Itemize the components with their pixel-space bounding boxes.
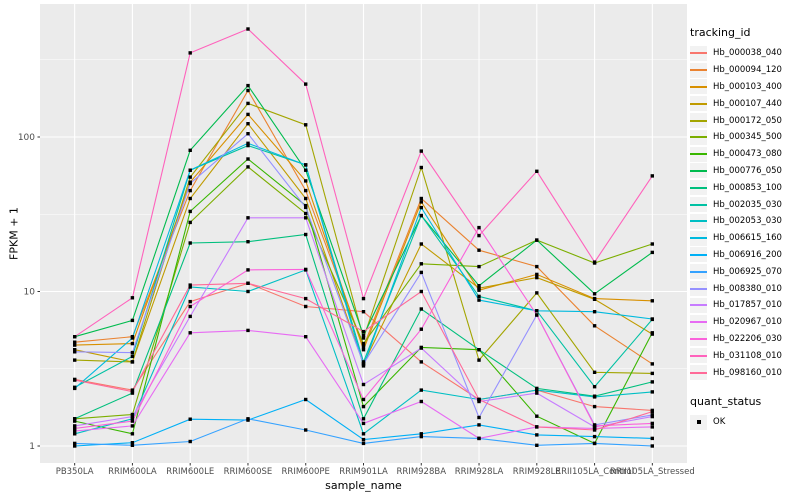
legend-item-quant-OK: OK [690, 414, 798, 431]
data-points [73, 27, 654, 448]
legend-item-Hb_098160_010: Hb_098160_010 [690, 364, 798, 381]
x-axis-tick-labels: PB350LA RRIM600LA RRIM600LE RRIM600SE RRIM60… [56, 467, 695, 477]
legend-key-line-icon [690, 146, 707, 162]
legend-item-Hb_006925_070: Hb_006925_070 [690, 263, 798, 280]
y-tick-label: 100 [18, 133, 35, 143]
legend-item-label: Hb_000103_400 [713, 81, 782, 92]
legend-key-line-icon [690, 297, 707, 313]
legend-item-Hb_008380_010: Hb_008380_010 [690, 280, 798, 297]
legend-shape-items: OK [690, 414, 798, 431]
x-tick-label: RRIM928LE [513, 467, 561, 477]
legend-item-Hb_022206_030: Hb_022206_030 [690, 331, 798, 348]
legend-key-line-icon [690, 62, 707, 78]
legend-item-Hb_000107_440: Hb_000107_440 [690, 95, 798, 112]
legend-item-label: Hb_098160_010 [713, 367, 782, 378]
legend-item-Hb_000094_120: Hb_000094_120 [690, 62, 798, 79]
legend-item-Hb_000853_100: Hb_000853_100 [690, 179, 798, 196]
y-axis-title: FPKM + 1 [7, 207, 21, 260]
legend-item-label: Hb_002035_030 [713, 199, 782, 210]
legend-item-Hb_006916_200: Hb_006916_200 [690, 247, 798, 264]
legend-item-label: Hb_000172_050 [713, 115, 782, 126]
legend: tracking_id Hb_000038_040 Hb_000094_120 Hb… [690, 26, 798, 431]
legend-key-line-icon [690, 365, 707, 381]
legend-key-line-icon [690, 129, 707, 145]
legend-title-tracking-id: tracking_id [690, 26, 751, 39]
x-tick-label: RRIM901LA [339, 467, 388, 477]
legend-item-Hb_000473_080: Hb_000473_080 [690, 146, 798, 163]
legend-key-line-icon [690, 96, 707, 112]
legend-item-label: Hb_000473_080 [713, 149, 782, 160]
x-tick-label: RRIM600SE [224, 467, 273, 477]
legend-item-Hb_000172_050: Hb_000172_050 [690, 112, 798, 129]
legend-key-line-icon [690, 247, 707, 263]
legend-item-label: Hb_020967_010 [713, 317, 782, 328]
x-tick-label: PB350LA [56, 467, 94, 477]
legend-item-label: Hb_002053_030 [713, 216, 782, 227]
legend-key-line-icon [690, 331, 707, 347]
legend-key-line-icon [690, 213, 707, 229]
legend-item-label: Hb_000094_120 [713, 65, 782, 76]
legend-item-Hb_006615_160: Hb_006615_160 [690, 230, 798, 247]
legend-key-line-icon [690, 230, 707, 246]
legend-key-line-icon [690, 180, 707, 196]
legend-item-Hb_000103_400: Hb_000103_400 [690, 79, 798, 96]
x-tick-label: RRII105LA_Control [555, 467, 634, 477]
x-tick-label: RRIM600LA [108, 467, 157, 477]
legend-item-label: Hb_006925_070 [713, 266, 782, 277]
y-tick-label: 1 [29, 442, 35, 452]
legend-item-label: Hb_000107_440 [713, 98, 782, 109]
legend-item-Hb_031108_010: Hb_031108_010 [690, 347, 798, 364]
x-tick-label: RRIM600PE [282, 467, 330, 477]
legend-item-label: Hb_022206_030 [713, 333, 782, 344]
legend-item-label: Hb_000853_100 [713, 182, 782, 193]
legend-item-Hb_002053_030: Hb_002053_030 [690, 213, 798, 230]
y-axis-tick-labels: 1 10 100 [18, 133, 35, 452]
legend-key-square-icon [690, 414, 707, 430]
legend-key-line-icon [690, 197, 707, 213]
legend-key-line-icon [690, 113, 707, 129]
legend-item-Hb_000038_040: Hb_000038_040 [690, 45, 798, 62]
legend-item-Hb_000776_050: Hb_000776_050 [690, 163, 798, 180]
x-tick-label: RRIM928LA [455, 467, 504, 477]
legend-item-label: Hb_000345_500 [713, 132, 782, 143]
x-tick-label: RRIM928BA [397, 467, 447, 477]
legend-item-label: OK [713, 417, 726, 428]
legend-key-line-icon [690, 314, 707, 330]
legend-item-label: Hb_017857_010 [713, 300, 782, 311]
y-tick-label: 10 [24, 288, 36, 298]
legend-key-line-icon [690, 264, 707, 280]
axis-ticks [37, 136, 653, 466]
legend-item-label: Hb_006916_200 [713, 249, 782, 260]
x-tick-label: RRIM600LE [166, 467, 214, 477]
legend-title-quant-status: quant_status [690, 394, 762, 408]
legend-color-items: Hb_000038_040 Hb_000094_120 Hb_000103_400 H… [690, 45, 798, 381]
x-tick-label: RRII105LA_Stressed [610, 467, 695, 477]
legend-item-label: Hb_008380_010 [713, 283, 782, 294]
legend-item-Hb_020967_010: Hb_020967_010 [690, 314, 798, 331]
legend-item-Hb_000345_500: Hb_000345_500 [690, 129, 798, 146]
legend-item-Hb_017857_010: Hb_017857_010 [690, 297, 798, 314]
legend-key-line-icon [690, 348, 707, 364]
legend-key-line-icon [690, 281, 707, 297]
legend-item-label: Hb_000776_050 [713, 165, 782, 176]
legend-item-label: Hb_000038_040 [713, 48, 782, 59]
legend-key-line-icon [690, 45, 707, 61]
legend-key-line-icon [690, 79, 707, 95]
legend-item-label: Hb_031108_010 [713, 350, 782, 361]
legend-key-line-icon [690, 163, 707, 179]
legend-item-Hb_002035_030: Hb_002035_030 [690, 196, 798, 213]
x-axis-title: sample_name [325, 479, 402, 492]
legend-item-label: Hb_006615_160 [713, 233, 782, 244]
